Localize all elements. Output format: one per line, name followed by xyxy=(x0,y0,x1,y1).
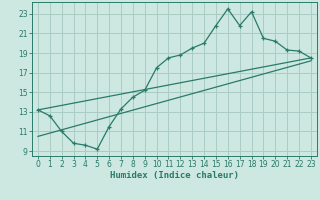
X-axis label: Humidex (Indice chaleur): Humidex (Indice chaleur) xyxy=(110,171,239,180)
